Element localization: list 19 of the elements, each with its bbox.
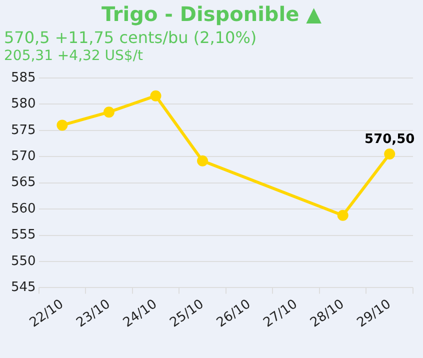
y-tick-label: 550 <box>10 254 36 269</box>
point <box>103 106 114 118</box>
chart-title: Trigo - Disponible ▲ <box>100 1 323 26</box>
y-tick-label: 570 <box>10 149 36 164</box>
data-label: 570,50 <box>364 132 415 147</box>
y-tick-label: 580 <box>10 96 36 112</box>
y-tick-label: 545 <box>10 280 36 296</box>
point <box>384 148 396 160</box>
y-tick-label: 575 <box>10 122 36 138</box>
text: 205,31 +4,32 US$/t <box>3 48 144 64</box>
y-tick-label: 555 <box>10 228 36 243</box>
point <box>197 155 208 166</box>
point <box>337 210 348 221</box>
y-tick-label: 560 <box>10 201 36 216</box>
y-tick-label: 565 <box>10 175 36 190</box>
chart-subtitle: 570,5 +11,75 cents/bu (2,10%) <box>3 28 258 47</box>
point <box>150 90 162 102</box>
y-tick-label: 585 <box>10 70 36 86</box>
point <box>56 120 68 131</box>
